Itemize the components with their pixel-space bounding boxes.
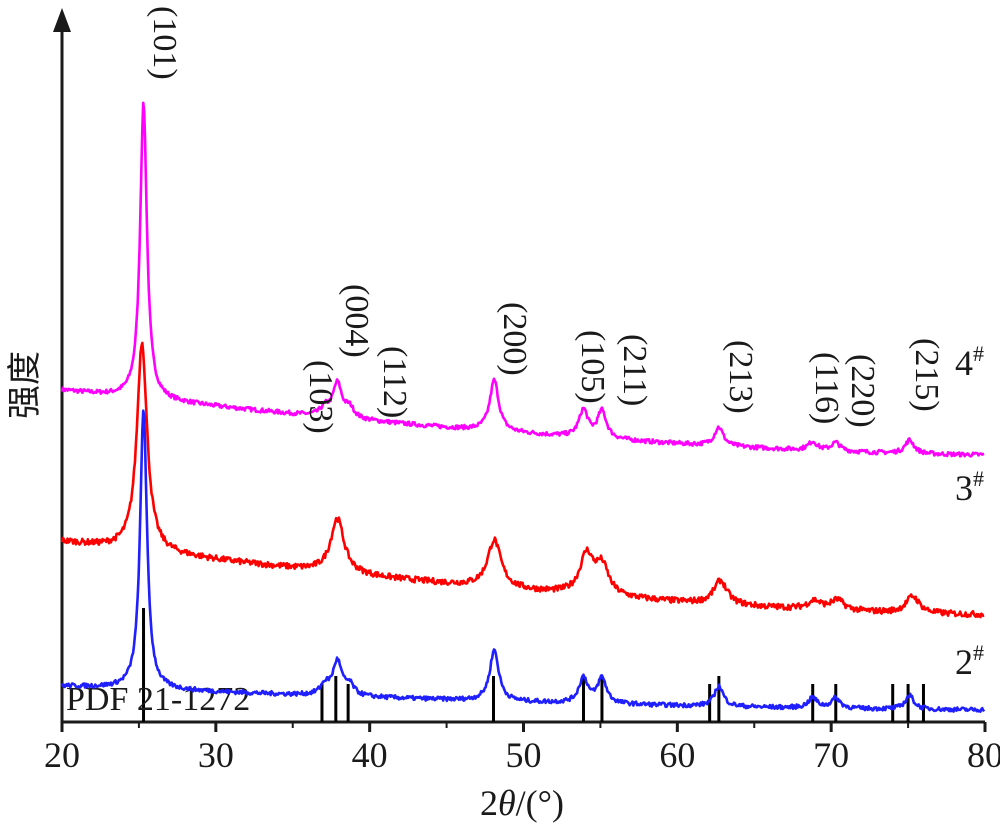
hkl-annotation: (112) [376,346,413,418]
hkl-annotation: (105) [574,330,611,404]
series-2-line [60,341,985,619]
hkl-annotation: (004) [338,284,375,358]
series-3-line [60,409,986,713]
x-axis-title: 2θ/(°) [480,783,564,823]
sample-label: 3# [955,466,984,508]
axes: 20 30 40 50 60 70 80 2θ/(°) 强度 [5,8,1000,823]
hkl-annotation: (220) [844,354,881,428]
hkl-annotation: (101) [146,6,183,80]
hkl-annotation: (211) [616,334,653,406]
x-tick-label: 20 [44,735,80,775]
hkl-annotation: (116) [808,352,845,424]
x-tick-label: 70 [813,735,849,775]
sample-label: 4# [955,341,984,383]
sample-label: 2# [955,640,984,682]
x-tick-label: 30 [198,735,234,775]
x-tick-label: 80 [967,735,1000,775]
x-tick-label: 40 [352,735,388,775]
hkl-annotation: (213) [722,340,759,414]
label-layer: 4# 3# 2# [955,341,984,682]
reference-lines: PDF 21-1272 [66,608,925,722]
y-axis-title: 强度 [5,351,45,419]
series-1-line [60,101,985,458]
annotation-layer: (101) (103)(004)(112) (200) (105) (211) (213)… [146,6,945,434]
hkl-annotation: (215) [908,338,945,412]
x-tick-label: 60 [659,735,695,775]
hkl-annotation: (103) [302,360,339,434]
x-tick-label: 50 [506,735,542,775]
y-axis-arrow [53,8,71,32]
series-layer [60,101,986,713]
hkl-annotation: (200) [496,302,533,376]
